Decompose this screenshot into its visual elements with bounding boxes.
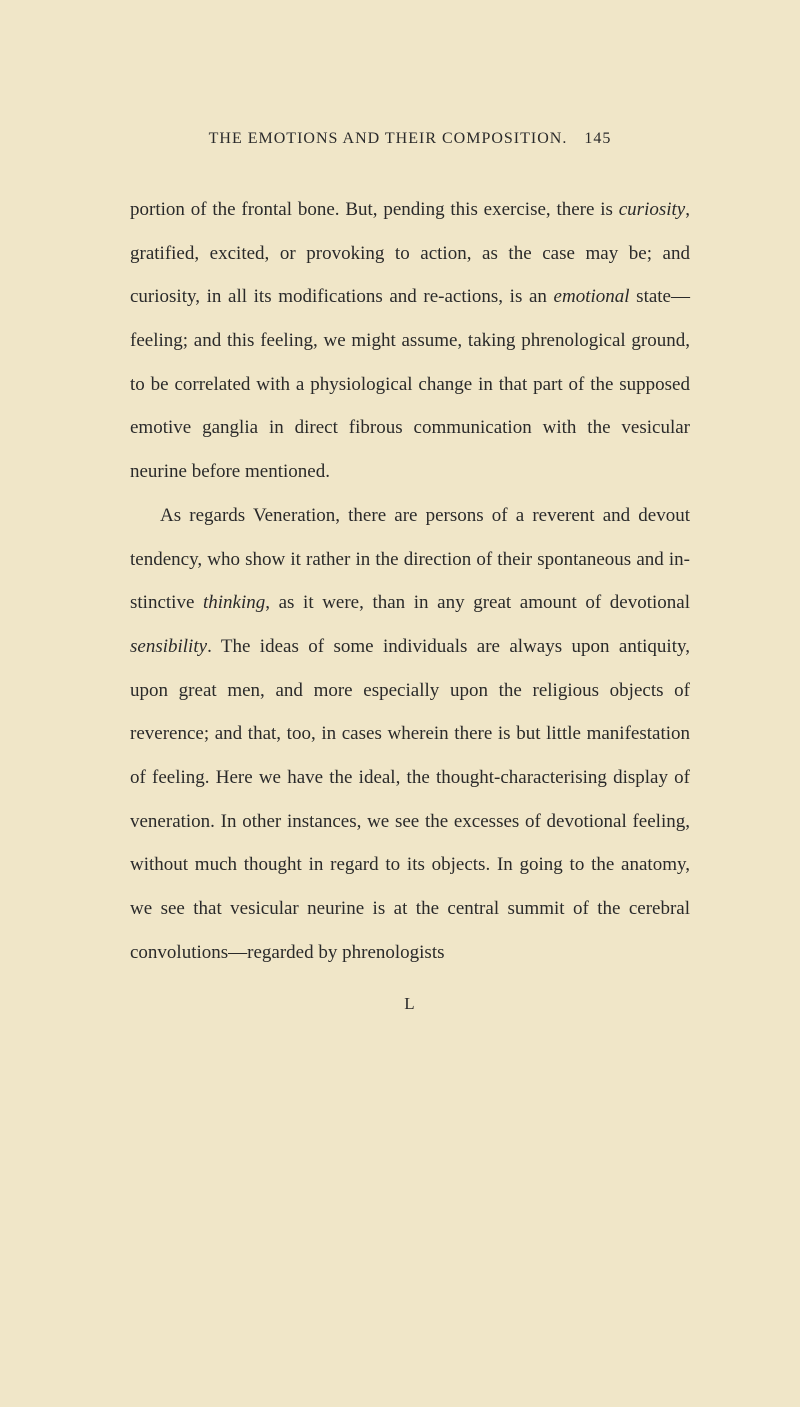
p1-text-1: portion of the frontal bone. But, pendin… bbox=[130, 199, 619, 220]
paragraph-2: As regards Veneration, there are persons… bbox=[130, 494, 690, 975]
page-number: 145 bbox=[584, 130, 611, 147]
header-title: THE EMOTIONS AND THEIR COMPOSITION. bbox=[209, 130, 568, 147]
p2-italic-2: sensibility bbox=[130, 636, 207, 657]
page-header: THE EMOTIONS AND THEIR COMPOSITION. 145 bbox=[130, 130, 690, 148]
p1-italic-2: emotional bbox=[554, 286, 630, 307]
p2-text-2: , as it were, than in any great amount o… bbox=[265, 592, 690, 613]
p2-text-3: . The ideas of some individuals are alwa… bbox=[130, 636, 690, 963]
signature-mark: L bbox=[130, 994, 690, 1014]
p1-text-3: state—feeling; and this feeling, we migh… bbox=[130, 286, 690, 482]
body-text: portion of the frontal bone. But, pendin… bbox=[130, 188, 690, 974]
p2-italic-1: thinking bbox=[203, 592, 265, 613]
paragraph-1: portion of the frontal bone. But, pendin… bbox=[130, 188, 690, 494]
p1-italic-1: curiosity bbox=[619, 199, 686, 220]
